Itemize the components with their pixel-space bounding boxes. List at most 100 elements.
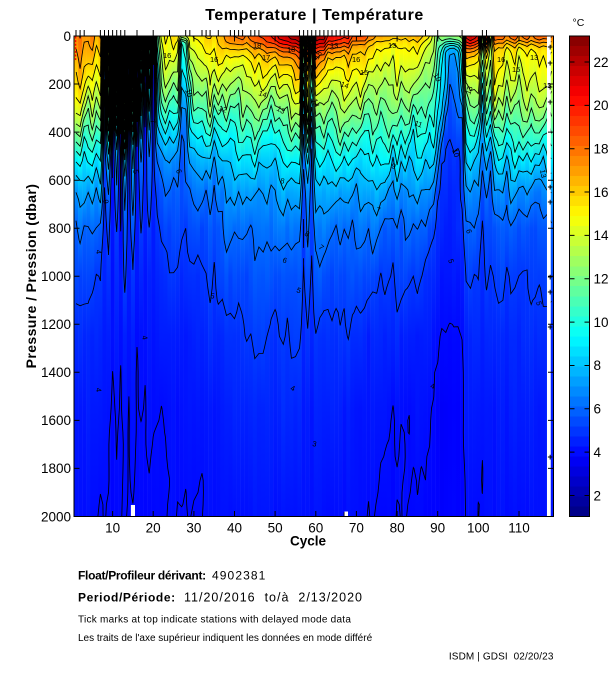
svg-text:+: +: [548, 82, 553, 92]
svg-text:Cycle: Cycle: [290, 534, 327, 549]
svg-text:100: 100: [467, 521, 490, 536]
svg-text:1600: 1600: [41, 413, 71, 428]
svg-text:5: 5: [446, 258, 456, 265]
svg-text:10: 10: [450, 148, 461, 159]
svg-text:Tick marks at top indicate sta: Tick marks at top indicate stations with…: [78, 615, 351, 626]
svg-text:11: 11: [413, 118, 423, 129]
svg-text:4: 4: [429, 381, 435, 391]
svg-text:10: 10: [105, 521, 120, 536]
svg-text:15: 15: [298, 69, 310, 81]
svg-text:6: 6: [174, 168, 184, 174]
svg-text:13: 13: [538, 169, 548, 179]
svg-text:4902381: 4902381: [212, 569, 266, 583]
svg-text:1000: 1000: [41, 269, 71, 284]
svg-text:9: 9: [101, 199, 111, 205]
svg-text:+: +: [548, 182, 553, 192]
svg-text:7: 7: [317, 243, 326, 253]
svg-text:8: 8: [594, 358, 602, 373]
svg-text:20: 20: [594, 98, 609, 113]
svg-text:Pressure / Pression (dbar): Pressure / Pression (dbar): [23, 184, 39, 369]
svg-text:400: 400: [48, 125, 71, 140]
svg-text:5: 5: [131, 169, 141, 175]
svg-text:6: 6: [594, 402, 602, 417]
svg-text:50: 50: [268, 521, 283, 536]
svg-text:+: +: [548, 58, 553, 68]
svg-text:2: 2: [120, 94, 130, 100]
svg-text:200: 200: [48, 77, 71, 92]
svg-text:13: 13: [388, 41, 396, 50]
svg-text:9: 9: [390, 161, 396, 171]
svg-text:Les traits de l'axe supérieur: Les traits de l'axe supérieur indiquent …: [78, 633, 373, 644]
svg-text:18: 18: [253, 41, 261, 50]
svg-text:80: 80: [390, 521, 405, 536]
svg-text:40: 40: [227, 521, 242, 536]
svg-text:6: 6: [464, 228, 474, 234]
svg-text:6: 6: [106, 119, 116, 125]
svg-text:3: 3: [312, 439, 318, 449]
svg-text:70: 70: [349, 521, 364, 536]
svg-text:5: 5: [534, 300, 544, 306]
svg-text:4: 4: [94, 249, 103, 254]
svg-text:°C: °C: [573, 17, 585, 29]
svg-text:13: 13: [275, 104, 287, 116]
svg-text:14: 14: [339, 79, 350, 90]
svg-text:+: +: [548, 322, 553, 332]
svg-text:90: 90: [430, 521, 445, 536]
svg-text:8: 8: [280, 176, 286, 186]
svg-text:10: 10: [594, 315, 609, 330]
svg-text:17: 17: [262, 53, 270, 62]
svg-text:Float/Profileur dérivant:: Float/Profileur dérivant:: [78, 569, 206, 583]
svg-text:20: 20: [146, 521, 161, 536]
svg-text:18: 18: [594, 142, 609, 157]
svg-text:13: 13: [530, 53, 538, 62]
svg-text:+: +: [548, 287, 553, 297]
svg-text:4: 4: [289, 383, 296, 393]
svg-text:Temperature | Température: Temperature | Température: [205, 7, 424, 24]
svg-text:16: 16: [352, 55, 360, 64]
svg-text:15: 15: [512, 65, 520, 74]
svg-text:13: 13: [330, 41, 338, 50]
svg-text:600: 600: [48, 173, 71, 188]
svg-text:7: 7: [376, 205, 382, 215]
svg-text:14: 14: [310, 98, 321, 109]
svg-text:4: 4: [140, 335, 150, 341]
svg-text:4: 4: [94, 387, 103, 392]
svg-text:22: 22: [594, 55, 609, 70]
svg-text:2: 2: [594, 488, 602, 503]
svg-text:16: 16: [497, 55, 505, 64]
svg-text:16: 16: [594, 185, 609, 200]
svg-text:1800: 1800: [41, 461, 71, 476]
svg-text:+: +: [548, 42, 553, 52]
svg-text:10: 10: [431, 72, 443, 84]
svg-text:60: 60: [308, 521, 323, 536]
svg-text:15: 15: [360, 68, 368, 77]
svg-text:+: +: [548, 97, 553, 107]
svg-text:6: 6: [281, 255, 288, 265]
svg-text:4: 4: [594, 445, 602, 460]
svg-text:12: 12: [594, 272, 609, 287]
svg-text:Period/Période:: Period/Période:: [78, 590, 176, 604]
svg-text:11/20/2016 to/à 2/13/2020: 11/20/2016 to/à 2/13/2020: [184, 590, 363, 604]
svg-text:14: 14: [257, 88, 268, 99]
svg-text:5: 5: [295, 285, 302, 295]
svg-text:800: 800: [48, 221, 71, 236]
svg-text:13: 13: [463, 85, 474, 96]
svg-text:+: +: [548, 197, 553, 207]
svg-text:8: 8: [303, 229, 311, 239]
svg-text:10: 10: [183, 88, 194, 99]
svg-text:16: 16: [163, 51, 171, 60]
svg-text:13: 13: [543, 81, 551, 90]
svg-text:1200: 1200: [41, 317, 71, 332]
svg-text:18: 18: [287, 45, 295, 54]
svg-text:0: 0: [63, 29, 71, 44]
svg-text:12: 12: [217, 103, 228, 114]
svg-text:14: 14: [594, 228, 610, 243]
svg-text:18: 18: [312, 49, 324, 61]
svg-text:5: 5: [210, 291, 216, 301]
svg-text:30: 30: [186, 521, 201, 536]
svg-text:+: +: [548, 452, 553, 462]
svg-text:1400: 1400: [41, 365, 71, 380]
svg-text:7: 7: [148, 118, 158, 124]
svg-text:+: +: [548, 272, 553, 282]
svg-text:ISDM | GDSI 02/20/23: ISDM | GDSI 02/20/23: [449, 651, 554, 662]
